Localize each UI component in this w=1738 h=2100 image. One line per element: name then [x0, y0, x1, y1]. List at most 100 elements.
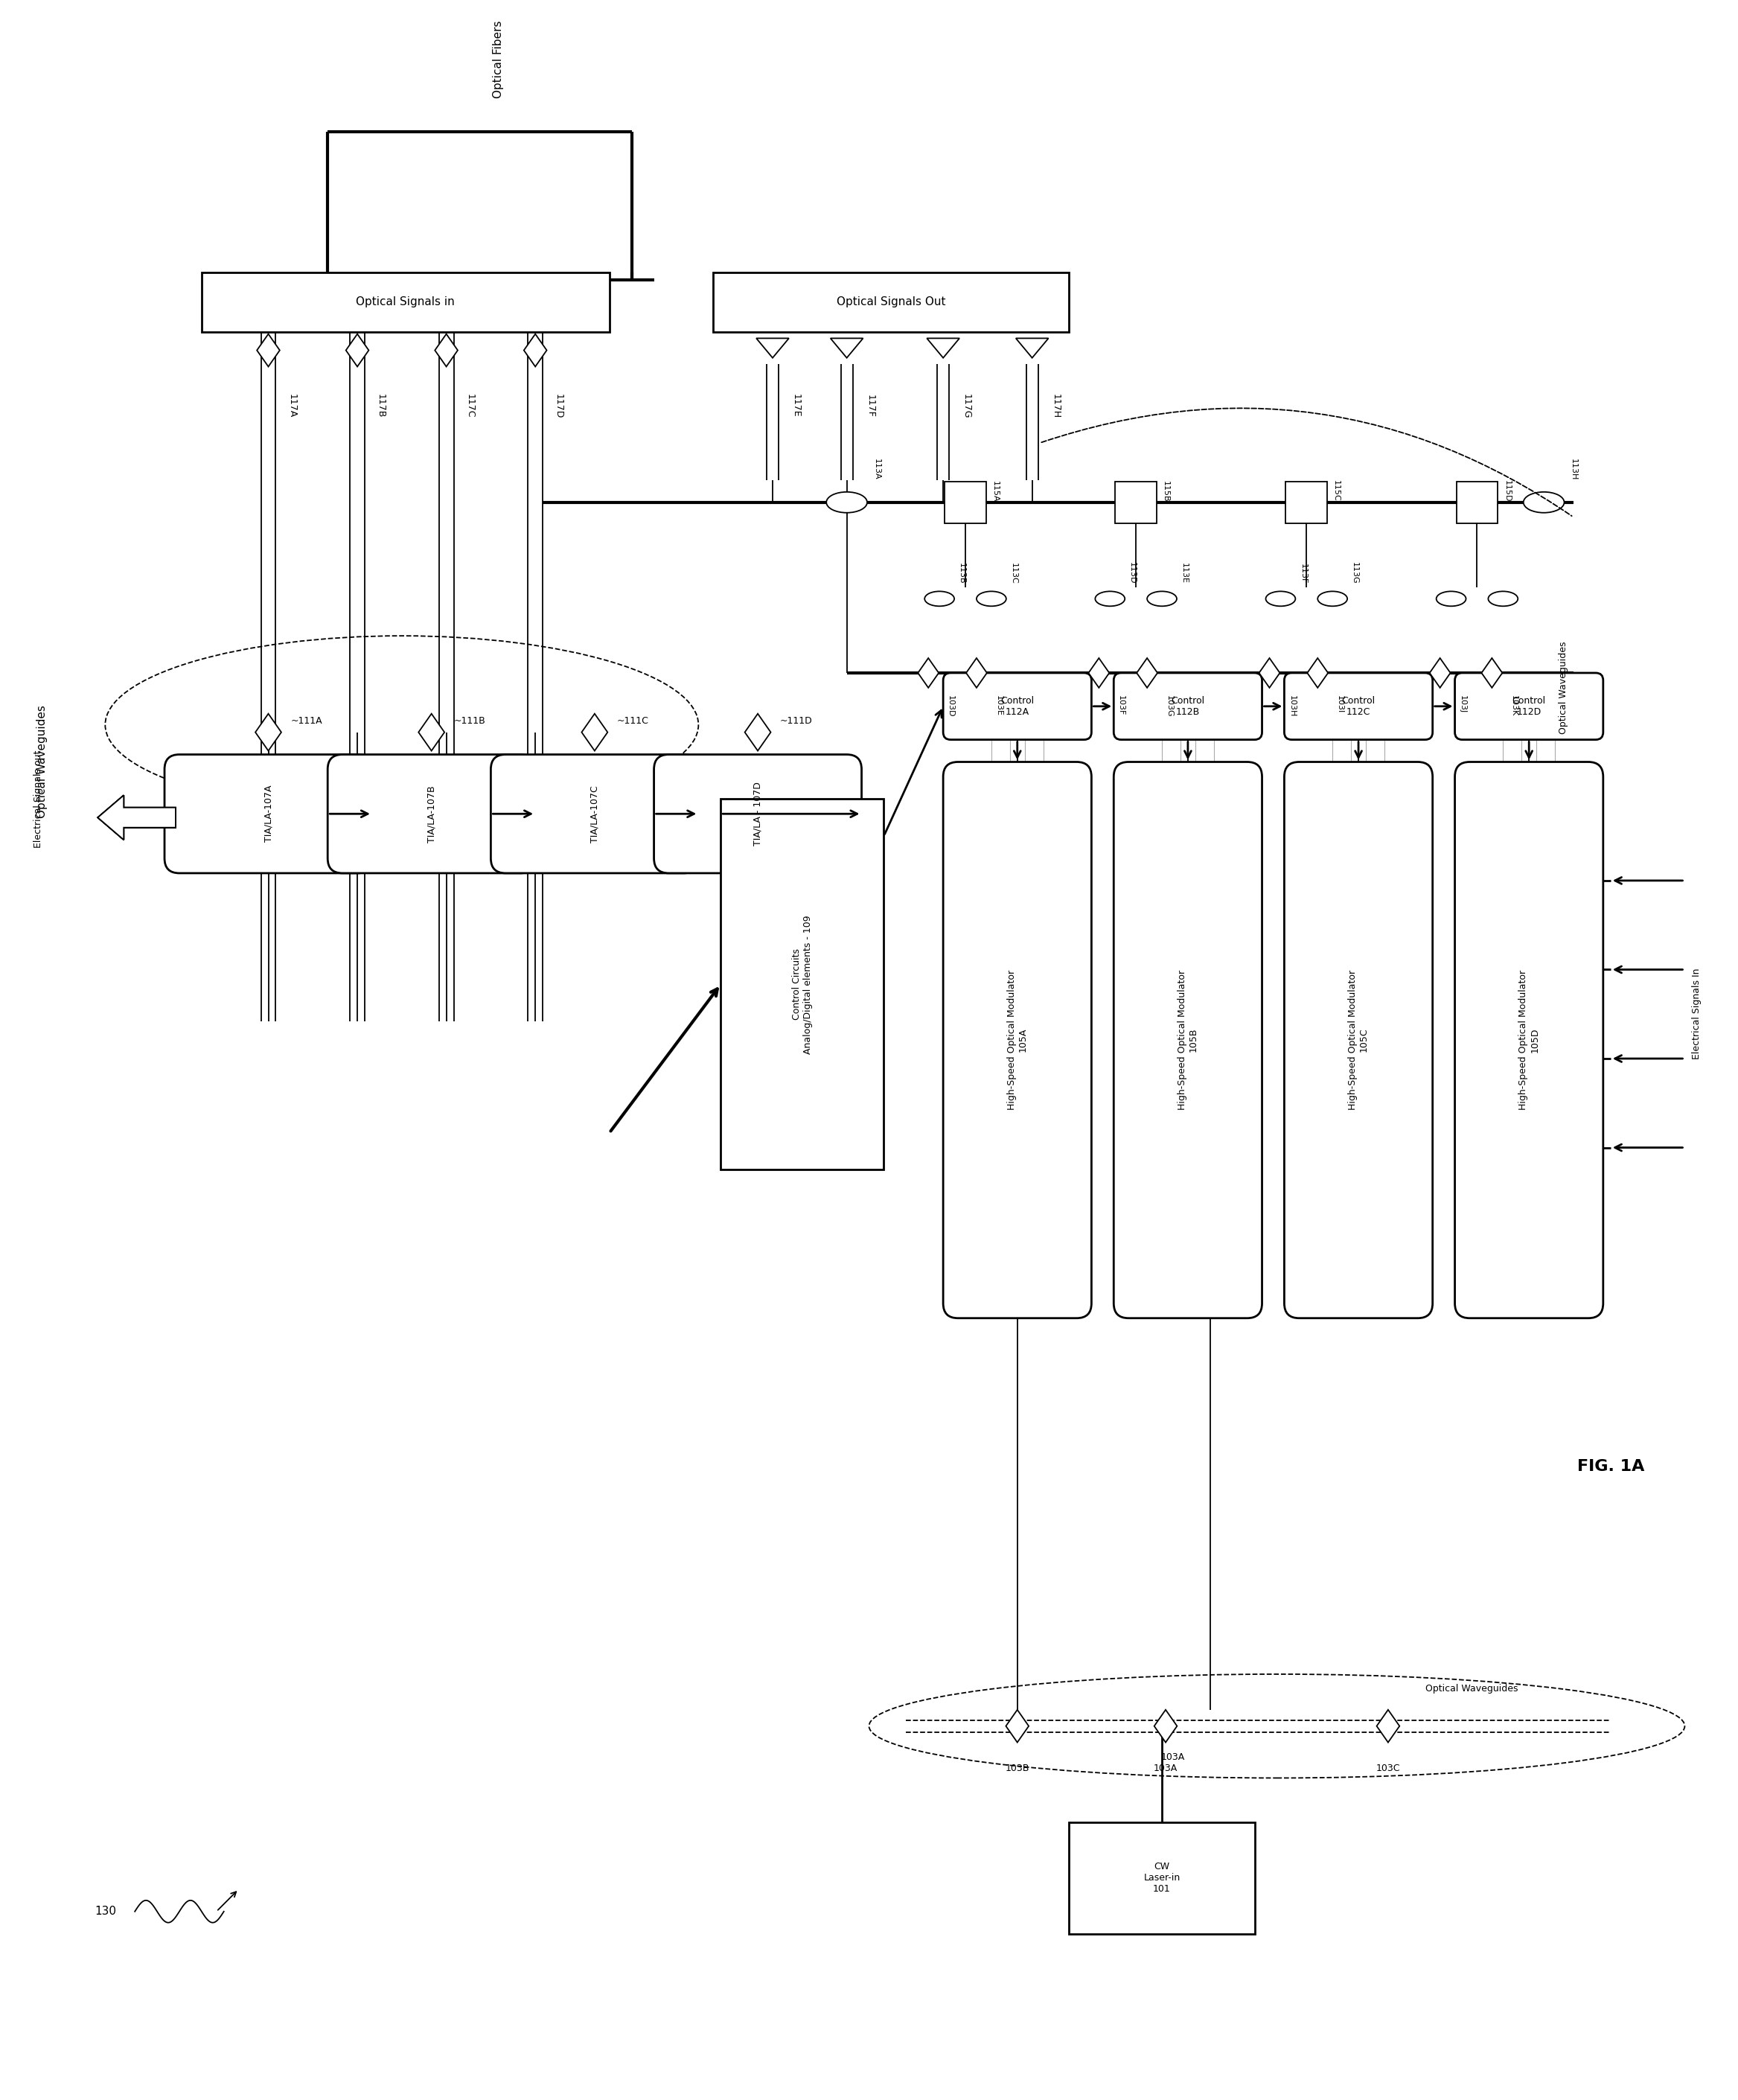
Text: 117A: 117A — [287, 395, 297, 418]
Text: 103G: 103G — [1166, 695, 1173, 718]
Text: TIA/LA-107B: TIA/LA-107B — [426, 785, 436, 842]
Bar — [1456, 481, 1498, 523]
Text: Optical Signals in: Optical Signals in — [356, 296, 455, 309]
Polygon shape — [1307, 657, 1328, 687]
FancyBboxPatch shape — [944, 762, 1091, 1319]
Text: Optical Fibers: Optical Fibers — [492, 21, 504, 99]
Text: 103I: 103I — [1337, 695, 1343, 714]
Ellipse shape — [826, 491, 867, 512]
Polygon shape — [1015, 338, 1048, 357]
Text: High-Speed Optical Modulator
105C: High-Speed Optical Modulator 105C — [1349, 970, 1370, 1111]
Text: ~111D: ~111D — [780, 716, 813, 727]
Text: High-Speed Optical Modulator
105B: High-Speed Optical Modulator 105B — [1177, 970, 1197, 1111]
Text: 117G: 117G — [961, 393, 972, 418]
Text: ~111C: ~111C — [617, 716, 648, 727]
Text: 113A: 113A — [872, 458, 879, 481]
Text: 117E: 117E — [791, 395, 801, 418]
Ellipse shape — [1524, 491, 1564, 512]
Text: Electrical Signals In: Electrical Signals In — [1693, 968, 1702, 1060]
Text: 103K: 103K — [1510, 695, 1517, 716]
Ellipse shape — [1095, 592, 1124, 607]
Ellipse shape — [1265, 592, 1295, 607]
Polygon shape — [746, 714, 770, 752]
Text: Control
112A: Control 112A — [1001, 695, 1034, 716]
Text: Optical Waveguides: Optical Waveguides — [1559, 640, 1568, 735]
Bar — [1069, 1823, 1255, 1934]
Text: TIA/LA-107C: TIA/LA-107C — [589, 785, 600, 842]
Text: 103B: 103B — [1005, 1764, 1029, 1772]
Polygon shape — [257, 334, 280, 368]
Text: Optical Waveguides: Optical Waveguides — [36, 706, 47, 819]
Text: Optical Waveguides: Optical Waveguides — [1425, 1684, 1517, 1695]
Polygon shape — [756, 338, 789, 357]
Polygon shape — [831, 338, 864, 357]
Polygon shape — [1006, 1709, 1029, 1743]
Text: CW
Laser-in
101: CW Laser-in 101 — [1144, 1863, 1180, 1894]
Polygon shape — [419, 714, 445, 752]
Text: FIG. 1A: FIG. 1A — [1576, 1460, 1644, 1474]
Bar — [713, 273, 1069, 332]
Polygon shape — [926, 338, 959, 357]
Text: Control
112D: Control 112D — [1512, 695, 1545, 716]
Polygon shape — [966, 657, 987, 687]
Polygon shape — [255, 714, 282, 752]
Polygon shape — [1154, 1709, 1177, 1743]
Text: Optical Signals Out: Optical Signals Out — [836, 296, 945, 309]
Bar — [721, 798, 885, 1170]
Text: 115A: 115A — [991, 481, 999, 502]
FancyBboxPatch shape — [1455, 762, 1602, 1319]
Text: TIA/LA - 107D: TIA/LA - 107D — [753, 781, 763, 846]
Text: 113H: 113H — [1569, 458, 1576, 481]
Polygon shape — [346, 334, 368, 368]
Text: 103H: 103H — [1288, 695, 1295, 716]
FancyBboxPatch shape — [653, 754, 862, 874]
Text: 103A: 103A — [1161, 1751, 1185, 1762]
Polygon shape — [97, 796, 176, 840]
Polygon shape — [1088, 657, 1109, 687]
Ellipse shape — [925, 592, 954, 607]
Polygon shape — [1430, 657, 1451, 687]
Polygon shape — [97, 796, 176, 840]
Bar — [1116, 481, 1158, 523]
Text: 117D: 117D — [554, 393, 563, 418]
Bar — [945, 481, 985, 523]
Ellipse shape — [977, 592, 1006, 607]
Text: Control
112C: Control 112C — [1342, 695, 1375, 716]
Text: 113D: 113D — [1128, 563, 1137, 584]
Polygon shape — [523, 334, 547, 368]
FancyBboxPatch shape — [490, 754, 699, 874]
Text: ~111A: ~111A — [290, 716, 322, 727]
Text: 113G: 113G — [1350, 563, 1359, 584]
Text: 103D: 103D — [947, 695, 954, 716]
FancyBboxPatch shape — [1455, 672, 1602, 739]
Polygon shape — [434, 334, 457, 368]
FancyBboxPatch shape — [1284, 672, 1432, 739]
Bar — [1286, 481, 1328, 523]
Text: 117C: 117C — [464, 395, 474, 418]
Text: 115C: 115C — [1333, 481, 1340, 502]
Text: High-Speed Optical Modulator
105A: High-Speed Optical Modulator 105A — [1006, 970, 1027, 1111]
Text: 113B: 113B — [958, 563, 965, 584]
Text: High-Speed Optical Modulator
105D: High-Speed Optical Modulator 105D — [1519, 970, 1540, 1111]
Text: 117H: 117H — [1051, 393, 1060, 418]
Polygon shape — [1376, 1709, 1399, 1743]
Polygon shape — [1137, 657, 1158, 687]
Text: 103F: 103F — [1118, 695, 1124, 716]
Text: ~111B: ~111B — [454, 716, 485, 727]
Text: 103A: 103A — [1154, 1764, 1178, 1772]
FancyBboxPatch shape — [1114, 672, 1262, 739]
Polygon shape — [582, 714, 608, 752]
Ellipse shape — [1317, 592, 1347, 607]
Text: Control Circuits
Analog/Digital elements - 109: Control Circuits Analog/Digital elements… — [793, 916, 813, 1054]
Polygon shape — [1258, 657, 1279, 687]
Text: 103C: 103C — [1376, 1764, 1401, 1772]
Text: 113F: 113F — [1298, 563, 1307, 584]
Polygon shape — [1481, 657, 1502, 687]
Bar — [202, 273, 610, 332]
Polygon shape — [918, 657, 939, 687]
Polygon shape — [97, 796, 176, 840]
Ellipse shape — [1488, 592, 1517, 607]
FancyBboxPatch shape — [1284, 762, 1432, 1319]
FancyBboxPatch shape — [1114, 762, 1262, 1319]
Polygon shape — [97, 796, 176, 840]
